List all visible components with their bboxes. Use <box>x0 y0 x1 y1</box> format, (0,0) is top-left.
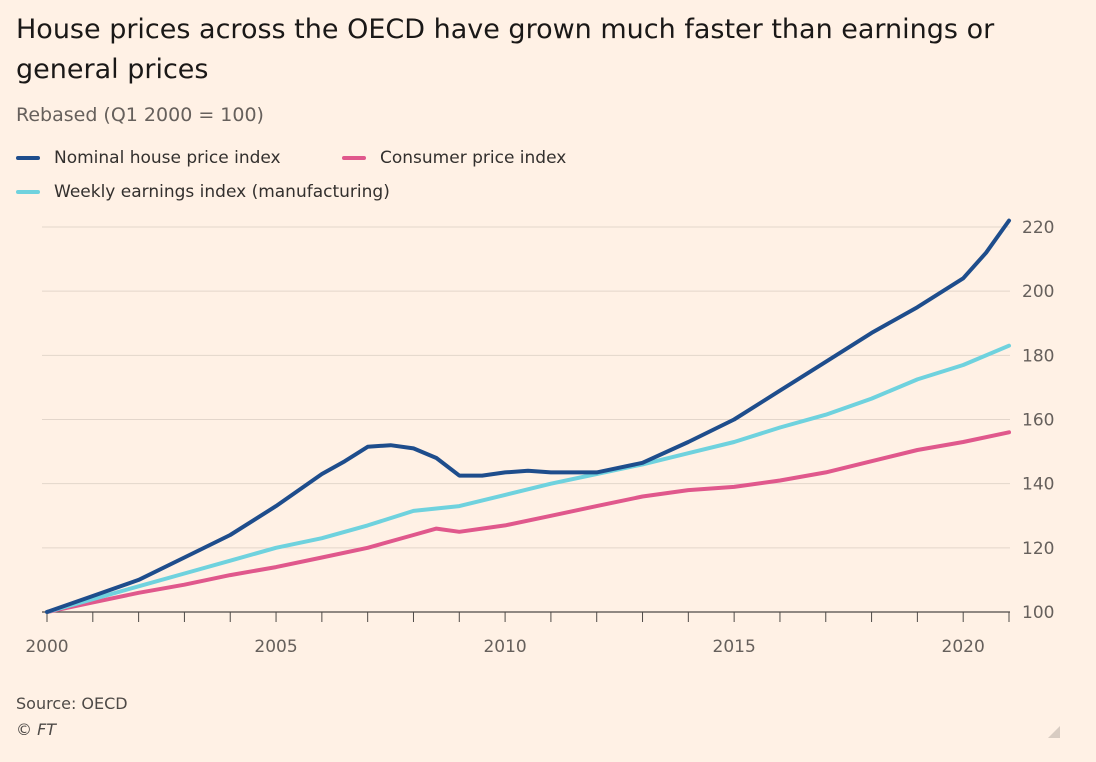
legend-item-weekly-earnings: Weekly earnings index (manufacturing) <box>16 182 390 202</box>
source-note: Source: OECD <box>16 694 128 713</box>
legend-swatch-consumer-price <box>342 156 366 160</box>
chart-subtitle: Rebased (Q1 2000 = 100) <box>16 104 264 126</box>
x-tick-label-2010: 2010 <box>483 637 526 657</box>
legend-swatch-house-price <box>16 156 40 160</box>
x-tick-label-2015: 2015 <box>713 637 756 657</box>
chart-title: House prices across the OECD have grown … <box>16 14 995 85</box>
y-tick-label-100: 100 <box>1022 603 1054 623</box>
series-line-nominal-house-price-index <box>45 218 1011 614</box>
y-tick-label-200: 200 <box>1022 282 1054 302</box>
legend-label-consumer-price: Consumer price index <box>380 148 567 168</box>
y-tick-label-160: 160 <box>1022 411 1054 431</box>
legend-swatch-weekly-earnings <box>16 190 40 194</box>
legend-label-house-price: Nominal house price index <box>54 148 281 168</box>
y-tick-label-180: 180 <box>1022 346 1054 366</box>
series-line-weekly-earnings-index-manufacturing <box>45 343 1011 614</box>
x-tick-label-2000: 2000 <box>25 637 68 657</box>
y-tick-label-140: 140 <box>1022 475 1054 495</box>
legend-item-consumer-price: Consumer price index <box>342 148 566 168</box>
y-tick-label-220: 220 <box>1022 218 1054 238</box>
y-tick-label-120: 120 <box>1022 539 1054 559</box>
x-tick-label-2005: 2005 <box>254 637 297 657</box>
legend-label-weekly-earnings: Weekly earnings index (manufacturing) <box>54 182 390 202</box>
resize-handle-icon <box>1048 726 1060 738</box>
copyright-note: © FT <box>16 720 57 739</box>
x-tick-label-2020: 2020 <box>942 637 985 657</box>
legend-item-house-price: Nominal house price index <box>16 148 281 168</box>
series-line-consumer-price-index <box>45 430 1011 614</box>
